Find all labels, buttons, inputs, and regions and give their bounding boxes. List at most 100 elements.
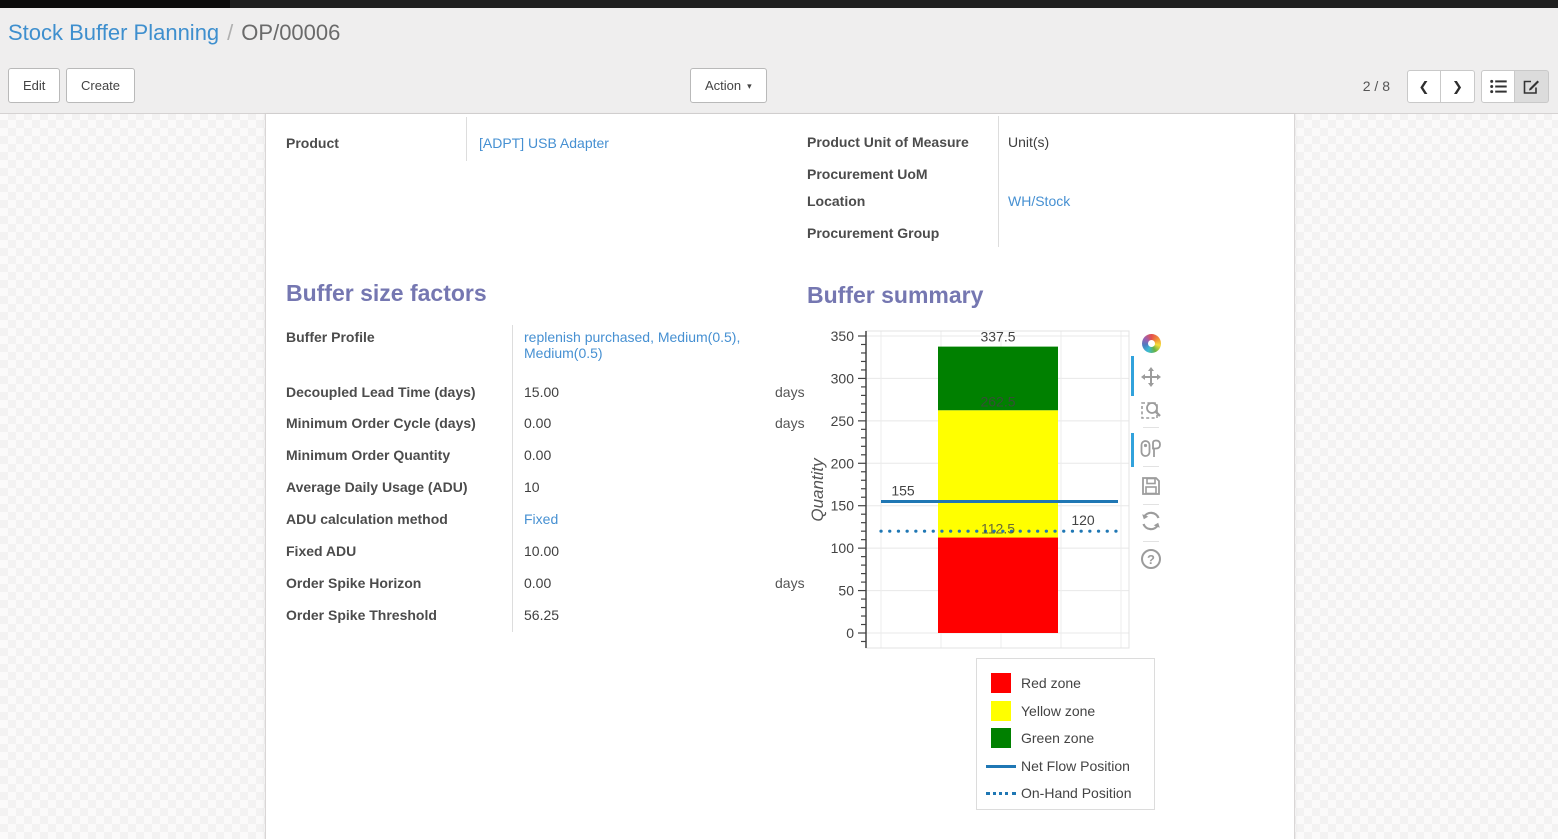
box-zoom-icon[interactable] bbox=[1138, 397, 1164, 423]
field-unit: days bbox=[775, 384, 805, 400]
field-row: Procurement Group bbox=[807, 225, 1278, 241]
field-label: Order Spike Horizon bbox=[286, 575, 422, 591]
top-menu-active-segment bbox=[0, 0, 230, 8]
pager-value[interactable]: 2 / 8 bbox=[1362, 78, 1390, 94]
field-row: Product Unit of Measure Unit(s) bbox=[807, 134, 1278, 150]
form-sheet: Product [ADPT] USB Adapter Product Unit o… bbox=[265, 114, 1295, 839]
left-group-divider bbox=[466, 117, 467, 161]
svg-text:250: 250 bbox=[831, 413, 855, 429]
zone-yellow bbox=[938, 410, 1058, 538]
field-label: Minimum Order Cycle (days) bbox=[286, 415, 476, 431]
field-value[interactable]: WH/Stock bbox=[1008, 193, 1278, 209]
svg-text:Quantity: Quantity bbox=[808, 457, 827, 522]
field-row: Minimum Order Cycle (days) 0.00 days bbox=[286, 415, 805, 431]
field-value: 10 bbox=[524, 479, 540, 495]
field-value-link[interactable]: Fixed bbox=[524, 511, 559, 527]
legend-swatch bbox=[986, 791, 1016, 795]
svg-text:120: 120 bbox=[1071, 512, 1095, 528]
field-value-link[interactable]: WH/Stock bbox=[1008, 193, 1071, 209]
legend-item[interactable]: Yellow zone bbox=[991, 700, 1095, 722]
svg-text:337.5: 337.5 bbox=[980, 329, 1015, 345]
modebar-divider bbox=[1143, 504, 1159, 505]
field-label: Minimum Order Quantity bbox=[286, 447, 451, 463]
buffer-summary-chart: 155 120 112.5 262.5 337.5 0 50 100 150 200 250 300 3… bbox=[807, 306, 1171, 658]
create-button[interactable]: Create bbox=[66, 68, 136, 103]
field-label: Buffer Profile bbox=[286, 329, 375, 345]
form-view-button[interactable] bbox=[1515, 70, 1549, 103]
buffer-summary-heading: Buffer summary bbox=[807, 282, 984, 308]
field-row: Product [ADPT] USB Adapter bbox=[286, 135, 729, 151]
field-label: Procurement UoM bbox=[807, 166, 928, 182]
modebar-divider bbox=[1143, 466, 1159, 467]
field-label: ADU calculation method bbox=[286, 511, 448, 527]
action-button[interactable]: Action ▾ bbox=[690, 68, 767, 103]
svg-text:150: 150 bbox=[831, 498, 855, 514]
breadcrumb-parent-link[interactable]: Stock Buffer Planning bbox=[8, 20, 220, 45]
field-row: Buffer Profile replenish purchased, Mediu… bbox=[286, 329, 769, 361]
svg-text:100: 100 bbox=[831, 540, 855, 556]
modebar-active-indicator bbox=[1131, 356, 1134, 396]
field-value[interactable]: Fixed bbox=[524, 511, 769, 527]
chart-legend: Red zone Yellow zone Green zone Net Flow Po… bbox=[976, 658, 1155, 810]
list-icon bbox=[1489, 79, 1507, 94]
chevron-left-icon: ❮ bbox=[1418, 78, 1430, 94]
field-value: 10.00 bbox=[524, 543, 560, 559]
pan-icon[interactable] bbox=[1138, 364, 1164, 390]
field-value-link[interactable]: replenish purchased, Medium(0.5), Medium… bbox=[524, 329, 741, 361]
legend-swatch bbox=[991, 701, 1011, 721]
form-edit-icon bbox=[1523, 80, 1539, 94]
caret-down-icon: ▾ bbox=[747, 81, 752, 91]
reset-axes-icon[interactable] bbox=[1138, 508, 1164, 534]
compare-hover-icon[interactable] bbox=[1138, 436, 1164, 462]
legend-label: On-Hand Position bbox=[1021, 785, 1132, 801]
right-group-divider bbox=[998, 116, 999, 247]
legend-item[interactable]: Net Flow Position bbox=[986, 755, 1130, 777]
field-row: Decoupled Lead Time (days) 15.00 days bbox=[286, 384, 805, 400]
view-switcher bbox=[1481, 70, 1549, 103]
breadcrumb-separator: / bbox=[227, 20, 234, 45]
field-row: Average Daily Usage (ADU) 10 bbox=[286, 479, 769, 495]
field-value-link[interactable]: [ADPT] USB Adapter bbox=[479, 135, 609, 151]
field-label: Product Unit of Measure bbox=[807, 134, 969, 150]
edit-button[interactable]: Edit bbox=[8, 68, 61, 103]
svg-text:200: 200 bbox=[831, 455, 855, 471]
svg-text:0: 0 bbox=[846, 625, 854, 641]
field-row: Minimum Order Quantity 0.00 bbox=[286, 447, 769, 463]
legend-swatch bbox=[986, 764, 1016, 768]
field-value[interactable]: [ADPT] USB Adapter bbox=[479, 135, 729, 151]
field-unit: days bbox=[775, 575, 805, 591]
field-value: Unit(s) bbox=[1008, 134, 1050, 150]
page-title: OP/00006 bbox=[241, 20, 341, 45]
svg-text:155: 155 bbox=[891, 482, 915, 498]
svg-text:300: 300 bbox=[831, 370, 855, 386]
legend-label: Red zone bbox=[1021, 675, 1081, 691]
plotly-logo-icon[interactable] bbox=[1138, 330, 1164, 356]
legend-item[interactable]: On-Hand Position bbox=[986, 782, 1132, 804]
svg-text:112.5: 112.5 bbox=[981, 521, 1015, 537]
field-value: 0.00 bbox=[524, 447, 552, 463]
zone-red bbox=[938, 537, 1058, 633]
modebar-divider bbox=[1143, 541, 1159, 542]
chevron-right-icon: ❯ bbox=[1452, 78, 1463, 94]
legend-item[interactable]: Red zone bbox=[991, 672, 1081, 694]
field-value[interactable]: replenish purchased, Medium(0.5), Medium… bbox=[524, 329, 769, 361]
pager-previous-button[interactable]: ❮ bbox=[1407, 70, 1441, 103]
field-row: ADU calculation method Fixed bbox=[286, 511, 769, 527]
modebar-divider bbox=[1143, 427, 1159, 428]
field-label: Procurement Group bbox=[807, 225, 940, 241]
legend-swatch bbox=[991, 673, 1011, 693]
field-value: 15.00 bbox=[524, 384, 560, 400]
pager-nav: ❮ ❯ bbox=[1407, 70, 1475, 103]
field-value: 56.25 bbox=[524, 607, 560, 623]
legend-item[interactable]: Green zone bbox=[991, 727, 1094, 749]
pager-next-button[interactable]: ❯ bbox=[1441, 70, 1475, 103]
control-panel: Stock Buffer Planning / OP/00006 Edit Crea… bbox=[0, 8, 1558, 114]
help-icon[interactable]: ? bbox=[1138, 546, 1164, 572]
download-icon[interactable] bbox=[1138, 473, 1164, 499]
modebar-active-indicator bbox=[1131, 433, 1134, 467]
field-row: Location WH/Stock bbox=[807, 193, 1278, 209]
legend-label: Green zone bbox=[1021, 730, 1095, 746]
list-view-button[interactable] bbox=[1481, 70, 1515, 103]
field-row: Procurement UoM bbox=[807, 166, 1278, 182]
field-label: Decoupled Lead Time (days) bbox=[286, 384, 476, 400]
